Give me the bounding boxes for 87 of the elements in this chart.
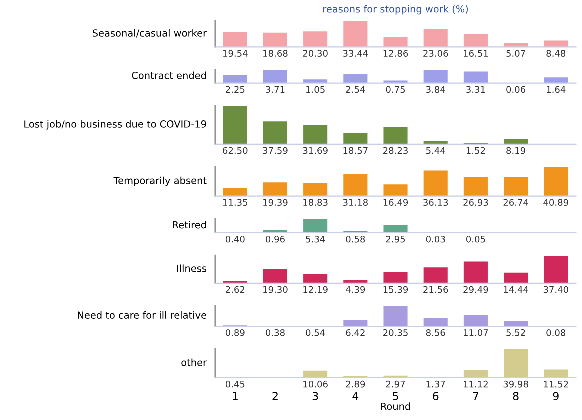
x-axis-title: Round: [381, 402, 410, 410]
data-label: 18.68: [264, 50, 288, 57]
y-axis-title: Temporarily absent: [114, 176, 207, 186]
data-label: 29.49: [464, 286, 488, 294]
y-axis-title: Retired: [173, 221, 206, 229]
data-label: 14.44: [504, 286, 528, 294]
data-label: 6.42: [346, 329, 365, 336]
data-label: 12.19: [304, 286, 328, 294]
y-axis-title: other: [182, 358, 208, 366]
y-axis-title: Lost job/no business due to COVID-19: [24, 120, 206, 130]
data-label: 4.39: [346, 286, 366, 294]
data-label: 16.49: [384, 199, 408, 206]
data-label: 11.07: [464, 329, 488, 336]
x-tick-label: 2: [272, 392, 278, 400]
data-label: 31.18: [343, 199, 368, 206]
y-axis-title: Need to care for ill relative: [78, 311, 206, 320]
y-axis-title: Illness: [177, 264, 207, 272]
data-label: 11.35: [223, 199, 248, 206]
data-label: 2.97: [386, 380, 406, 388]
x-tick-label: 7: [473, 392, 479, 400]
data-label: 0.75: [386, 86, 406, 94]
data-label: 37.59: [263, 147, 288, 154]
data-label: 1.64: [547, 86, 566, 94]
data-label: 39.98: [504, 380, 528, 388]
data-label: 0.38: [266, 329, 285, 336]
data-label: 37.40: [544, 286, 568, 294]
data-label: 19.54: [223, 50, 248, 57]
data-label: 0.08: [546, 329, 566, 336]
data-label: 36.13: [424, 199, 448, 206]
data-label: 1.37: [426, 380, 446, 388]
data-label: 26.93: [464, 199, 488, 206]
data-label: 40.89: [544, 199, 568, 206]
data-label: 5.44: [426, 147, 446, 154]
data-label: 8.48: [546, 50, 566, 57]
data-label: 12.86: [384, 50, 408, 57]
data-label: 0.89: [226, 329, 245, 336]
data-label: 1.05: [306, 86, 325, 94]
data-label: 19.30: [264, 286, 288, 294]
data-label: 2.89: [346, 380, 366, 388]
x-tick-label: 1: [233, 392, 238, 400]
x-tick-label: 4: [352, 392, 359, 400]
data-label: 26.74: [504, 199, 528, 206]
data-label: 2.62: [226, 286, 245, 294]
data-label: 0.45: [226, 380, 245, 388]
data-label: 15.39: [384, 286, 408, 294]
data-label: 21.56: [424, 286, 448, 294]
data-label: 3.31: [466, 86, 486, 94]
data-label: 0.03: [426, 236, 446, 243]
data-label: 1.52: [466, 147, 486, 154]
y-axis-title: Seasonal/casual worker: [92, 29, 208, 38]
data-label: 5.07: [506, 50, 526, 57]
y-axis-title: Contract ended: [132, 72, 206, 80]
data-label: 2.25: [226, 86, 245, 94]
data-label: 33.44: [343, 50, 368, 57]
data-label: 3.84: [426, 86, 446, 94]
data-label: 23.06: [424, 50, 448, 57]
data-label: 0.05: [466, 236, 486, 243]
x-tick-label: 6: [433, 392, 439, 400]
x-tick-label: 8: [513, 392, 519, 400]
data-label: 8.56: [426, 329, 446, 336]
data-label: 5.52: [506, 329, 526, 336]
data-label: 62.50: [223, 147, 248, 154]
x-tick-label: 5: [393, 392, 398, 400]
data-label: 28.23: [384, 147, 408, 154]
x-tick-label: 3: [312, 392, 318, 400]
data-label: 5.34: [306, 236, 326, 243]
data-label: 11.12: [464, 380, 488, 388]
data-label: 20.30: [303, 50, 328, 57]
data-label: 0.58: [346, 236, 366, 243]
data-label: 31.69: [303, 147, 328, 154]
data-label: 20.35: [384, 329, 408, 336]
data-label: 3.71: [266, 86, 285, 94]
x-tick-label: 9: [553, 392, 559, 400]
data-label: 16.51: [464, 50, 488, 57]
data-label: 0.06: [506, 86, 526, 94]
data-label: 11.52: [544, 380, 568, 388]
data-label: 19.39: [264, 199, 288, 206]
data-label: 0.40: [226, 236, 245, 243]
data-label: 2.95: [386, 236, 406, 243]
data-label: 10.06: [304, 380, 328, 388]
data-label: 0.96: [266, 236, 285, 243]
data-label: 2.54: [346, 86, 366, 94]
data-label: 8.19: [506, 147, 526, 154]
data-label: 18.57: [344, 147, 368, 154]
data-label: 18.83: [304, 199, 328, 206]
data-label: 0.54: [306, 329, 326, 336]
chart-title: reasons for stopping work (%): [324, 5, 468, 15]
